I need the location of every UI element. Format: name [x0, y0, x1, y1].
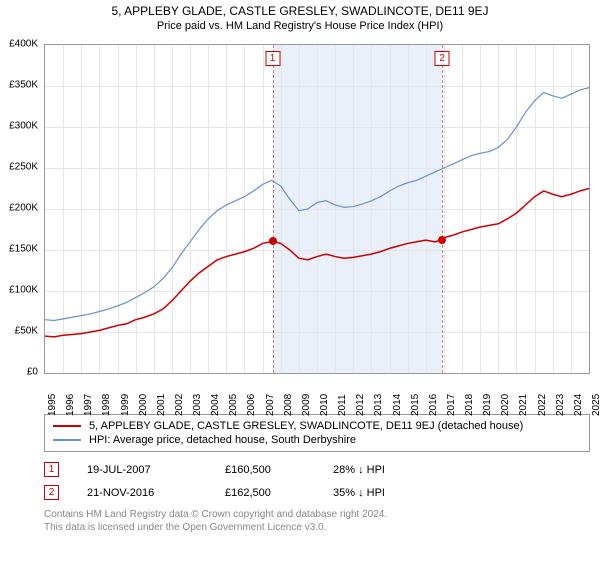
sale-diff: 28% ↓ HPI [333, 464, 433, 476]
x-axis-tick-label: 2021 [518, 394, 524, 416]
plot-area: 12 [44, 44, 590, 374]
chart-subtitle: Price paid vs. HM Land Registry's House … [0, 20, 600, 32]
x-axis-tick-label: 2023 [555, 394, 561, 416]
x-axis-tick-label: 1999 [120, 394, 126, 416]
x-axis-tick-label: 1998 [101, 394, 107, 416]
sale-row: 1 19-JUL-2007 £160,500 28% ↓ HPI [44, 458, 590, 481]
y-axis-tick-label: £300K [2, 121, 38, 132]
y-axis-tick-label: £100K [2, 285, 38, 296]
x-axis-tick-label: 2011 [337, 394, 343, 416]
x-axis-tick-label: 1996 [65, 394, 71, 416]
sale-price: £160,500 [225, 464, 305, 476]
x-axis-tick-label: 2015 [410, 394, 416, 416]
x-axis-tick-label: 2012 [355, 394, 361, 416]
sale-row: 2 21-NOV-2016 £162,500 35% ↓ HPI [44, 481, 590, 504]
y-axis-tick-label: £0 [2, 367, 38, 378]
sale-marker: 2 [44, 485, 59, 500]
chart-area: 12 £0 £50K £100K £150K £200K £250K £300K £350K £… [0, 38, 600, 408]
sale-diff: 35% ↓ HPI [333, 487, 433, 499]
series-hpi [45, 88, 589, 321]
x-axis-tick-label: 1995 [47, 394, 53, 416]
legend-label: HPI: Average price, detached house, Sout… [89, 434, 356, 446]
legend-box: 5, APPLEBY GLADE, CASTLE GRESLEY, SWADLI… [44, 414, 590, 452]
y-axis-tick-label: £250K [2, 162, 38, 173]
sale-price: £162,500 [225, 487, 305, 499]
x-axis-tick-label: 2013 [373, 394, 379, 416]
legend-row: 5, APPLEBY GLADE, CASTLE GRESLEY, SWADLI… [53, 419, 581, 433]
y-axis-tick-label: £150K [2, 244, 38, 255]
sale-date: 19-JUL-2007 [87, 464, 197, 476]
x-axis-tick-label: 2016 [428, 394, 434, 416]
legend-swatch [53, 439, 81, 441]
sale-marker: 1 [44, 462, 59, 477]
x-axis-tick-label: 2005 [228, 394, 234, 416]
y-axis-tick-label: £350K [2, 80, 38, 91]
x-axis-tick-label: 2025 [591, 394, 597, 416]
x-axis-tick-label: 2018 [464, 394, 470, 416]
x-axis-tick-label: 2006 [246, 394, 252, 416]
footer-line-1: Contains HM Land Registry data © Crown c… [44, 508, 590, 521]
sale-date: 21-NOV-2016 [87, 487, 197, 499]
x-axis-tick-label: 2017 [446, 394, 452, 416]
legend-swatch [53, 425, 81, 427]
chart-title: 5, APPLEBY GLADE, CASTLE GRESLEY, SWADLI… [0, 4, 600, 18]
x-axis-tick-label: 2020 [500, 394, 506, 416]
x-axis-tick-label: 2008 [283, 394, 289, 416]
x-axis-tick-label: 2004 [210, 394, 216, 416]
x-axis-tick-label: 2014 [392, 394, 398, 416]
sales-table: 1 19-JUL-2007 £160,500 28% ↓ HPI 2 21-NOV-201… [44, 458, 590, 504]
x-axis-tick-label: 2000 [138, 394, 144, 416]
legend-row: HPI: Average price, detached house, Sout… [53, 433, 581, 447]
x-axis-tick-label: 2022 [537, 394, 543, 416]
series-property [45, 189, 589, 337]
x-axis-tick-label: 1997 [83, 394, 89, 416]
x-axis-tick-label: 2002 [174, 394, 180, 416]
y-axis-tick-label: £400K [2, 39, 38, 50]
x-axis-tick-label: 2010 [319, 394, 325, 416]
y-axis-tick-label: £200K [2, 203, 38, 214]
x-axis-tick-label: 2007 [265, 394, 271, 416]
x-axis-tick-label: 2009 [301, 394, 307, 416]
x-axis-tick-label: 2001 [156, 394, 162, 416]
y-axis-tick-label: £50K [2, 326, 38, 337]
footer-line-2: This data is licensed under the Open Gov… [44, 521, 590, 534]
x-axis-tick-label: 2024 [573, 394, 579, 416]
x-axis-tick-label: 2003 [192, 394, 198, 416]
series-lines [45, 45, 589, 373]
x-axis-tick-label: 2019 [482, 394, 488, 416]
legend-label: 5, APPLEBY GLADE, CASTLE GRESLEY, SWADLI… [89, 420, 523, 432]
footer-attribution: Contains HM Land Registry data © Crown c… [44, 508, 590, 534]
